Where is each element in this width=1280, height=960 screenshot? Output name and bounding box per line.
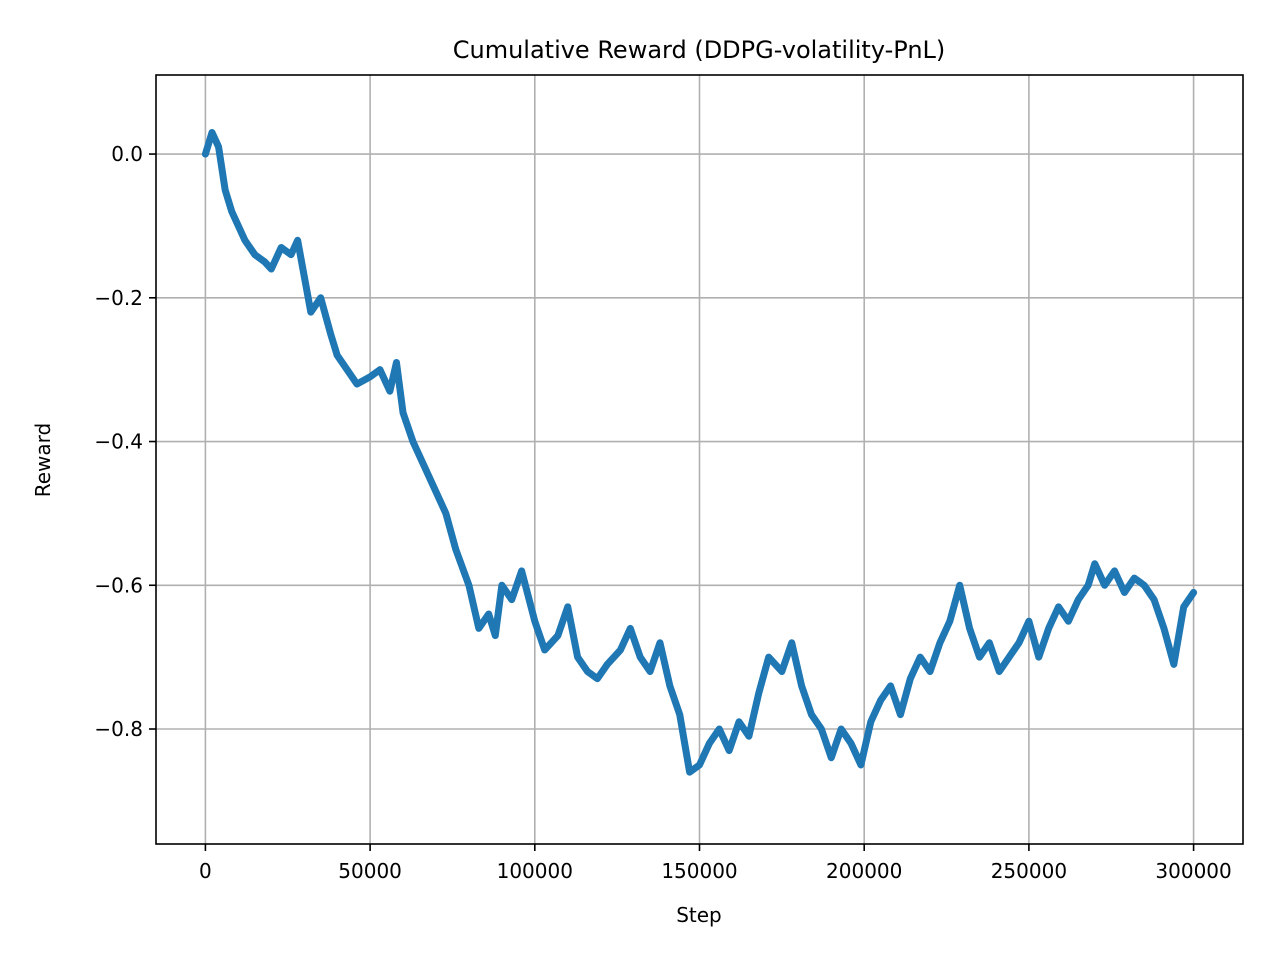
x-axis-label: Step (676, 903, 722, 927)
x-tick-label: 200000 (826, 859, 902, 883)
x-tick-label: 150000 (661, 859, 737, 883)
y-tick-label: −0.2 (94, 286, 143, 310)
grid-lines (156, 75, 1243, 844)
x-tick-label: 300000 (1155, 859, 1231, 883)
x-tick-label: 250000 (991, 859, 1067, 883)
axis-ticks: 0 50000 100000 150000 200000 250000 300000 0.0 −… (94, 142, 1231, 883)
y-tick-label: −0.4 (94, 430, 143, 454)
x-tick-label: 100000 (497, 859, 573, 883)
plot-lines (201, 129, 1198, 776)
x-tick-label: 0 (199, 859, 212, 883)
y-tick-label: −0.8 (94, 717, 143, 741)
y-tick-label: 0.0 (111, 142, 143, 166)
y-tick-label: −0.6 (94, 573, 143, 597)
x-tick-label: 50000 (338, 859, 402, 883)
y-axis-label: Reward (31, 423, 55, 497)
chart-title: Cumulative Reward (DDPG-volatility-PnL) (453, 36, 946, 64)
reward-series-line (201, 129, 1198, 776)
